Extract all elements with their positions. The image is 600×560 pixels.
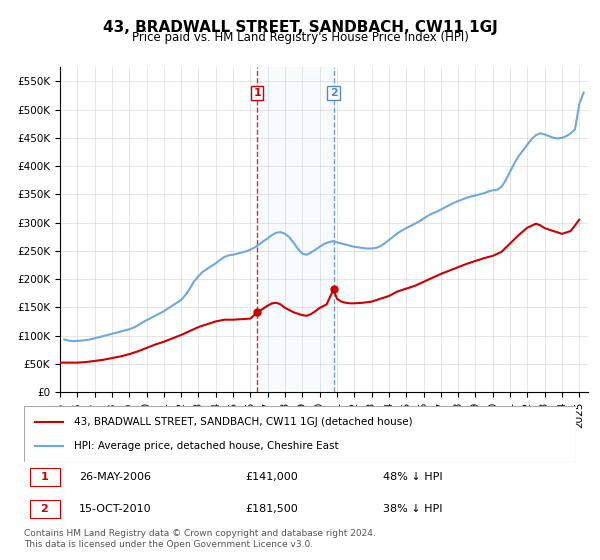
Text: Contains HM Land Registry data © Crown copyright and database right 2024.
This d: Contains HM Land Registry data © Crown c…: [24, 529, 376, 549]
Text: 1: 1: [41, 472, 48, 482]
Text: £141,000: £141,000: [245, 472, 298, 482]
Text: 26-MAY-2006: 26-MAY-2006: [79, 472, 151, 482]
Text: 43, BRADWALL STREET, SANDBACH, CW11 1GJ: 43, BRADWALL STREET, SANDBACH, CW11 1GJ: [103, 20, 497, 35]
Text: 43, BRADWALL STREET, SANDBACH, CW11 1GJ (detached house): 43, BRADWALL STREET, SANDBACH, CW11 1GJ …: [74, 417, 412, 427]
Bar: [257, 67, 334, 392]
Text: 2: 2: [329, 88, 337, 98]
Text: 48% ↓ HPI: 48% ↓ HPI: [383, 472, 442, 482]
Text: Price paid vs. HM Land Registry's House Price Index (HPI): Price paid vs. HM Land Registry's House …: [131, 31, 469, 44]
Text: 2: 2: [41, 505, 48, 515]
FancyBboxPatch shape: [24, 406, 576, 462]
Text: 38% ↓ HPI: 38% ↓ HPI: [383, 505, 442, 515]
Text: £181,500: £181,500: [245, 505, 298, 515]
FancyBboxPatch shape: [29, 468, 60, 486]
Text: 15-OCT-2010: 15-OCT-2010: [79, 505, 152, 515]
Text: HPI: Average price, detached house, Cheshire East: HPI: Average price, detached house, Ches…: [74, 441, 338, 451]
Text: 1: 1: [253, 88, 261, 98]
FancyBboxPatch shape: [29, 501, 60, 518]
